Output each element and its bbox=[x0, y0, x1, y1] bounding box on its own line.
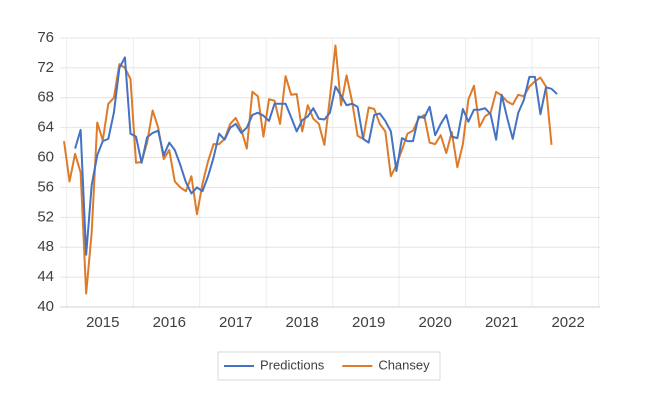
x-tick-label: 2016 bbox=[153, 314, 186, 331]
y-tick-label: 72 bbox=[37, 59, 54, 76]
legend: Predictions Chansey bbox=[217, 351, 441, 381]
series-line bbox=[74, 56, 558, 256]
x-tick-label: 2019 bbox=[352, 314, 385, 331]
x-tick-label: 2018 bbox=[286, 314, 319, 331]
x-tick-label: 2017 bbox=[219, 314, 252, 331]
legend-label: Chansey bbox=[378, 357, 430, 372]
y-tick-label: 60 bbox=[37, 149, 54, 166]
x-tick-label: 2015 bbox=[86, 314, 119, 331]
x-tick-label: 2021 bbox=[485, 314, 518, 331]
y-tick-label: 68 bbox=[37, 89, 54, 106]
y-tick-label: 64 bbox=[37, 119, 54, 136]
y-tick-label: 56 bbox=[37, 178, 54, 195]
y-tick-label: 40 bbox=[37, 298, 54, 315]
legend-label: Predictions bbox=[260, 357, 325, 372]
x-tick-label: 2022 bbox=[551, 314, 584, 331]
y-tick-label: 48 bbox=[37, 238, 54, 255]
y-tick-label: 76 bbox=[37, 29, 54, 46]
x-tick-label: 2020 bbox=[418, 314, 451, 331]
y-tick-label: 44 bbox=[37, 268, 54, 285]
y-tick-label: 52 bbox=[37, 208, 54, 225]
legend-box bbox=[217, 351, 441, 381]
